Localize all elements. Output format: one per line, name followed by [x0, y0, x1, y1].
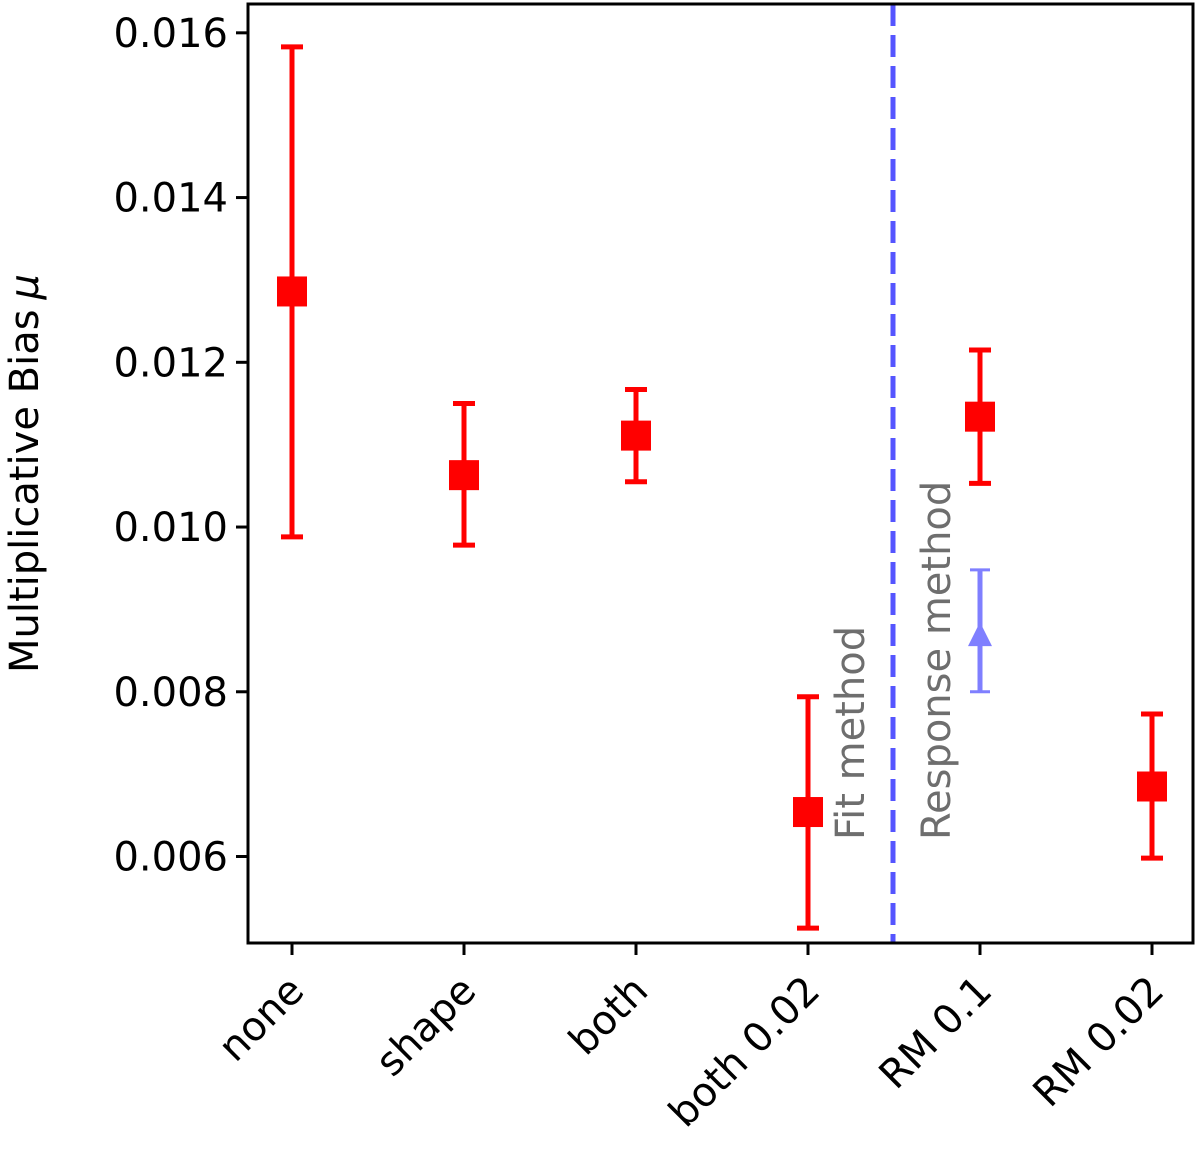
plot-marks [277, 4, 1167, 943]
x-tick-label: RM 0.02 [1025, 968, 1174, 1117]
x-tick-label: none [210, 968, 313, 1071]
data-point-group [449, 400, 479, 548]
data-marker-square [277, 276, 307, 307]
data-point-group [1137, 711, 1167, 861]
x-tick-label: both [560, 968, 657, 1065]
y-axis-title-symbol: μ [2, 274, 48, 300]
annotation-fit-method: Fit method [828, 626, 874, 840]
data-marker-square [449, 460, 479, 491]
x-tick-label: both 0.02 [660, 968, 829, 1137]
annotation-response-method: Response method [914, 481, 960, 840]
x-tick-label: shape [367, 968, 485, 1086]
y-tick-label: 0.016 [113, 11, 228, 57]
x-axis: none shape both both 0.02 RM 0.1 RM 0.02 [210, 943, 1173, 1136]
data-point-group [968, 568, 992, 694]
data-marker-triangle [968, 622, 992, 647]
y-tick-label: 0.008 [113, 670, 228, 716]
data-marker-square [621, 420, 651, 451]
y-axis: 0.006 0.008 0.010 0.012 0.014 0.016 [113, 11, 248, 881]
data-point-group [277, 44, 307, 540]
y-tick-label: 0.012 [113, 340, 228, 386]
data-marker-square [793, 797, 823, 828]
data-point-group [793, 694, 823, 931]
data-marker-square [965, 401, 995, 432]
data-marker-square [1137, 771, 1167, 802]
plot-frame [246, 2, 1195, 945]
y-tick-label: 0.006 [113, 835, 228, 881]
data-point-group [621, 386, 651, 485]
y-tick-label: 0.014 [113, 176, 228, 222]
data-point-group [965, 347, 995, 486]
x-tick-label: RM 0.1 [871, 968, 1002, 1099]
y-axis-title-text: Multiplicative Bias [2, 309, 48, 673]
y-tick-label: 0.010 [113, 505, 228, 551]
y-axis-title: Multiplicative Bias μ [2, 274, 48, 673]
